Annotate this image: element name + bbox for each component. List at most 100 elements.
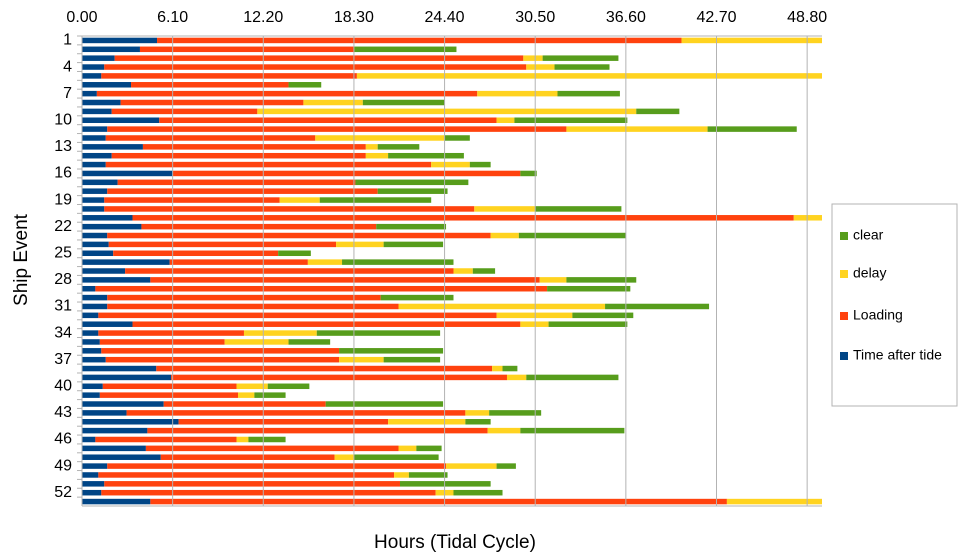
bar-segment xyxy=(132,215,794,221)
bar-segment xyxy=(82,401,164,407)
bar-segment xyxy=(518,232,626,239)
bar-segment xyxy=(496,117,515,123)
bar-segment xyxy=(82,135,106,141)
bar-segment xyxy=(82,285,96,292)
bar-segment xyxy=(408,472,448,478)
legend-label: Time after tide xyxy=(853,347,942,363)
bar-segment xyxy=(82,294,108,301)
legend-swatch xyxy=(840,352,848,360)
bar-segment xyxy=(105,135,316,141)
bar-segment xyxy=(380,294,454,301)
bar-segment xyxy=(104,197,280,203)
bar-segment xyxy=(398,445,417,452)
y-tick-label: 13 xyxy=(54,138,72,155)
bar-segment xyxy=(156,365,493,372)
bar-segment xyxy=(336,241,384,248)
bar-segment xyxy=(111,152,366,159)
bar-segment xyxy=(150,498,727,505)
bar-segment xyxy=(566,126,708,132)
y-tick-label: 34 xyxy=(54,324,72,341)
bar-segment xyxy=(572,312,634,319)
bar-segment xyxy=(82,90,97,97)
y-tick-label: 22 xyxy=(54,218,72,235)
x-tick-label: 12.20 xyxy=(243,9,283,26)
bar-segment xyxy=(82,206,105,212)
legend-swatch xyxy=(840,232,848,240)
bar-segment xyxy=(399,481,491,487)
bar-segment xyxy=(506,374,527,381)
bar-segment xyxy=(224,339,289,345)
bar-segment xyxy=(131,82,289,88)
bar-segment xyxy=(82,55,115,61)
bar-segment xyxy=(520,427,625,434)
bar-segment xyxy=(365,144,378,150)
bar-segment xyxy=(108,241,337,248)
bar-segment xyxy=(82,170,173,177)
bar-segment xyxy=(238,392,255,398)
bar-segment xyxy=(139,46,354,53)
bar-segment xyxy=(793,215,822,221)
bar-segment xyxy=(502,365,518,372)
bar-segment xyxy=(388,152,464,159)
bar-segment xyxy=(465,410,490,416)
bar-segment xyxy=(82,383,103,390)
bar-segment xyxy=(82,330,99,336)
bar-segment xyxy=(171,374,507,381)
x-tick-label: 30.50 xyxy=(515,9,555,26)
bar-segment xyxy=(114,55,524,61)
bar-segment xyxy=(554,64,610,70)
bar-segment xyxy=(82,241,109,248)
bar-segment xyxy=(105,161,432,168)
bar-segment xyxy=(82,144,143,150)
legend-label: delay xyxy=(853,265,886,281)
bar-segment xyxy=(496,312,573,319)
bar-segment xyxy=(353,454,439,460)
bar-segment xyxy=(474,206,536,212)
bar-segment xyxy=(178,419,389,425)
bar-segment xyxy=(82,179,118,186)
bar-segment xyxy=(98,330,244,336)
bar-segment xyxy=(557,90,620,97)
bar-segment xyxy=(535,206,622,212)
x-tick-label: 0.00 xyxy=(66,9,97,26)
bar-segment xyxy=(377,144,420,150)
bar-segment xyxy=(82,197,105,203)
bar-segment xyxy=(446,463,497,469)
bar-segment xyxy=(82,356,106,363)
bar-segment xyxy=(444,135,470,141)
bar-segment xyxy=(82,215,133,221)
bar-segment xyxy=(82,321,133,327)
bar-segment xyxy=(520,170,537,177)
bar-segment xyxy=(82,250,114,257)
y-tick-label: 19 xyxy=(54,191,72,208)
bar-segment xyxy=(104,64,527,70)
x-tick-label: 42.70 xyxy=(696,9,736,26)
bar-segment xyxy=(150,277,540,283)
bar-segment xyxy=(82,445,146,452)
bar-segment xyxy=(82,463,108,469)
bar-segment xyxy=(82,303,108,310)
bar-segment xyxy=(334,454,354,460)
bar-segment xyxy=(104,481,400,487)
bar-segment xyxy=(82,268,126,274)
bar-segment xyxy=(159,117,497,123)
bar-segment xyxy=(98,312,497,319)
y-tick-label: 43 xyxy=(54,404,72,421)
bar-segment xyxy=(453,268,473,274)
bar-segment xyxy=(681,37,822,44)
bar-segment xyxy=(236,383,268,390)
bar-segment xyxy=(126,410,466,416)
y-tick-label: 49 xyxy=(54,457,72,474)
y-tick-label: 4 xyxy=(63,58,72,75)
bar-segment xyxy=(82,312,99,319)
bar-segment xyxy=(339,356,384,363)
bar-segment xyxy=(145,445,399,452)
bar-segment xyxy=(82,339,100,345)
bar-segment xyxy=(82,436,96,443)
bar-segment xyxy=(707,126,797,132)
bar-segment xyxy=(160,454,335,460)
bar-segment xyxy=(82,188,108,194)
bar-segment xyxy=(431,161,470,168)
x-tick-label: 18.30 xyxy=(334,9,374,26)
